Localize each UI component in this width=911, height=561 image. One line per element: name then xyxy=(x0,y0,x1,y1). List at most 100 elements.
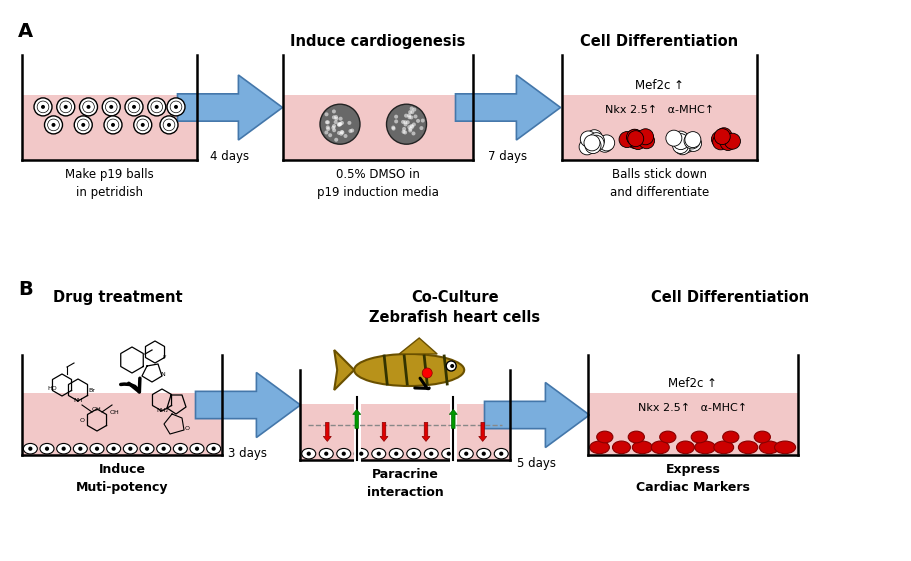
Circle shape xyxy=(45,447,49,451)
Ellipse shape xyxy=(319,448,333,459)
Circle shape xyxy=(167,98,185,116)
Circle shape xyxy=(109,105,113,109)
Bar xyxy=(282,95,473,160)
Circle shape xyxy=(339,132,343,136)
Circle shape xyxy=(328,133,332,137)
Ellipse shape xyxy=(596,431,612,443)
Circle shape xyxy=(419,126,423,130)
Bar xyxy=(22,393,221,455)
Text: Induce
Muti-potency: Induce Muti-potency xyxy=(76,463,168,494)
Circle shape xyxy=(62,447,66,451)
Ellipse shape xyxy=(759,441,778,454)
Circle shape xyxy=(402,127,405,131)
Circle shape xyxy=(415,119,420,123)
Circle shape xyxy=(140,123,145,127)
Text: Cell Differentiation: Cell Differentiation xyxy=(579,34,738,49)
Circle shape xyxy=(111,123,115,127)
Text: OH: OH xyxy=(110,410,119,415)
Circle shape xyxy=(588,135,603,151)
Text: 0.5% DMSO in
p19 induction media: 0.5% DMSO in p19 induction media xyxy=(317,168,438,199)
Text: Drug treatment: Drug treatment xyxy=(53,290,182,305)
Circle shape xyxy=(411,452,415,456)
Text: HO: HO xyxy=(47,385,56,390)
Text: A: A xyxy=(18,22,33,41)
FancyArrow shape xyxy=(380,422,387,442)
Circle shape xyxy=(711,134,728,150)
Circle shape xyxy=(340,121,343,125)
Ellipse shape xyxy=(173,443,187,454)
Circle shape xyxy=(95,447,99,451)
Circle shape xyxy=(394,119,398,123)
Circle shape xyxy=(338,122,342,126)
Circle shape xyxy=(407,125,411,129)
Circle shape xyxy=(332,124,335,128)
Circle shape xyxy=(403,120,407,124)
Circle shape xyxy=(56,98,75,116)
Ellipse shape xyxy=(336,448,351,459)
Circle shape xyxy=(324,131,328,135)
Ellipse shape xyxy=(476,448,490,459)
Ellipse shape xyxy=(353,448,368,459)
Circle shape xyxy=(405,120,409,124)
FancyArrowPatch shape xyxy=(415,378,429,389)
Bar xyxy=(300,404,509,460)
Circle shape xyxy=(336,131,341,135)
Ellipse shape xyxy=(713,441,732,454)
Text: 4 days: 4 days xyxy=(210,149,250,163)
Ellipse shape xyxy=(738,441,757,454)
Circle shape xyxy=(713,128,730,145)
Circle shape xyxy=(332,116,335,119)
Text: F: F xyxy=(162,355,166,360)
Circle shape xyxy=(401,130,405,134)
Circle shape xyxy=(342,452,345,456)
Ellipse shape xyxy=(353,354,464,386)
Circle shape xyxy=(323,452,328,456)
Circle shape xyxy=(333,120,337,124)
Circle shape xyxy=(719,135,735,150)
Circle shape xyxy=(359,452,363,456)
Polygon shape xyxy=(333,350,353,390)
Text: Nkx 2.5↑   α-MHC↑: Nkx 2.5↑ α-MHC↑ xyxy=(604,105,713,115)
Circle shape xyxy=(34,98,52,116)
Text: 7 days: 7 days xyxy=(488,149,527,163)
Polygon shape xyxy=(484,383,589,448)
Circle shape xyxy=(336,122,341,126)
Circle shape xyxy=(324,120,329,124)
Circle shape xyxy=(410,125,414,129)
Circle shape xyxy=(410,110,414,114)
Circle shape xyxy=(672,131,688,147)
Circle shape xyxy=(429,452,433,456)
FancyArrowPatch shape xyxy=(120,378,139,392)
Text: OH: OH xyxy=(92,407,102,412)
Circle shape xyxy=(584,137,600,154)
Circle shape xyxy=(332,128,336,132)
Circle shape xyxy=(685,135,701,151)
Ellipse shape xyxy=(140,443,154,454)
Circle shape xyxy=(711,131,727,147)
FancyArrow shape xyxy=(322,422,331,442)
Circle shape xyxy=(723,133,740,149)
Text: Express
Cardiac Markers: Express Cardiac Markers xyxy=(635,463,749,494)
Circle shape xyxy=(671,137,688,154)
Ellipse shape xyxy=(90,443,104,454)
Ellipse shape xyxy=(24,443,37,454)
Circle shape xyxy=(128,447,132,451)
Circle shape xyxy=(401,120,404,124)
Circle shape xyxy=(334,117,338,121)
Circle shape xyxy=(665,130,681,146)
Circle shape xyxy=(331,126,335,130)
Circle shape xyxy=(464,452,468,456)
Text: Balls stick down
and differentiate: Balls stick down and differentiate xyxy=(609,168,709,199)
Bar xyxy=(588,393,797,455)
Circle shape xyxy=(684,132,700,148)
Circle shape xyxy=(412,108,416,112)
Circle shape xyxy=(155,105,159,109)
Circle shape xyxy=(404,114,407,118)
Ellipse shape xyxy=(40,443,54,454)
Circle shape xyxy=(337,123,341,127)
Text: Br: Br xyxy=(87,388,95,393)
Circle shape xyxy=(178,447,182,451)
Circle shape xyxy=(64,105,67,109)
Circle shape xyxy=(627,130,643,146)
Circle shape xyxy=(422,368,432,378)
